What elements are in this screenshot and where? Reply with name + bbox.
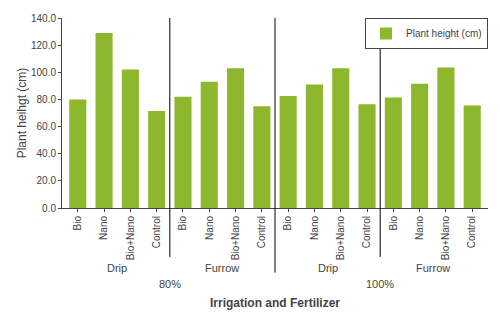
- svg-text:Bio+Nano: Bio+Nano: [440, 216, 451, 261]
- svg-text:120.0: 120.0: [31, 40, 56, 51]
- svg-text:Drip: Drip: [107, 262, 127, 274]
- svg-text:140.0: 140.0: [31, 13, 56, 24]
- svg-text:Bio: Bio: [177, 216, 188, 231]
- svg-text:Furrow: Furrow: [416, 262, 450, 274]
- svg-text:Nano: Nano: [309, 216, 320, 240]
- svg-text:Control: Control: [256, 216, 267, 248]
- svg-text:Irrigation and Fertilizer: Irrigation and Fertilizer: [210, 296, 340, 310]
- svg-text:Bio: Bio: [72, 216, 83, 231]
- svg-text:80%: 80%: [159, 278, 181, 290]
- svg-text:Bio: Bio: [388, 216, 399, 231]
- svg-text:Bio: Bio: [282, 216, 293, 231]
- svg-text:Nano: Nano: [204, 216, 215, 240]
- svg-text:20.0: 20.0: [37, 175, 57, 186]
- svg-text:Control: Control: [466, 216, 477, 248]
- svg-text:Control: Control: [361, 216, 372, 248]
- svg-text:100.0: 100.0: [31, 67, 56, 78]
- svg-text:80.0: 80.0: [37, 94, 57, 105]
- svg-text:60.0: 60.0: [37, 121, 57, 132]
- svg-text:Plant heihgt (cm): Plant heihgt (cm): [15, 68, 29, 159]
- svg-text:Nano: Nano: [98, 216, 109, 240]
- svg-text:Furrow: Furrow: [205, 262, 239, 274]
- svg-text:Bio+Nano: Bio+Nano: [230, 216, 241, 261]
- svg-text:0.0: 0.0: [42, 203, 56, 214]
- svg-text:Drip: Drip: [318, 262, 338, 274]
- svg-text:Control: Control: [151, 216, 162, 248]
- svg-text:Bio+Nano: Bio+Nano: [335, 216, 346, 261]
- svg-text:100%: 100%: [366, 278, 394, 290]
- svg-text:Bio+Nano: Bio+Nano: [125, 216, 136, 261]
- svg-text:Plant height (cm): Plant height (cm): [406, 28, 482, 39]
- svg-text:40.0: 40.0: [37, 148, 57, 159]
- svg-text:Nano: Nano: [414, 216, 425, 240]
